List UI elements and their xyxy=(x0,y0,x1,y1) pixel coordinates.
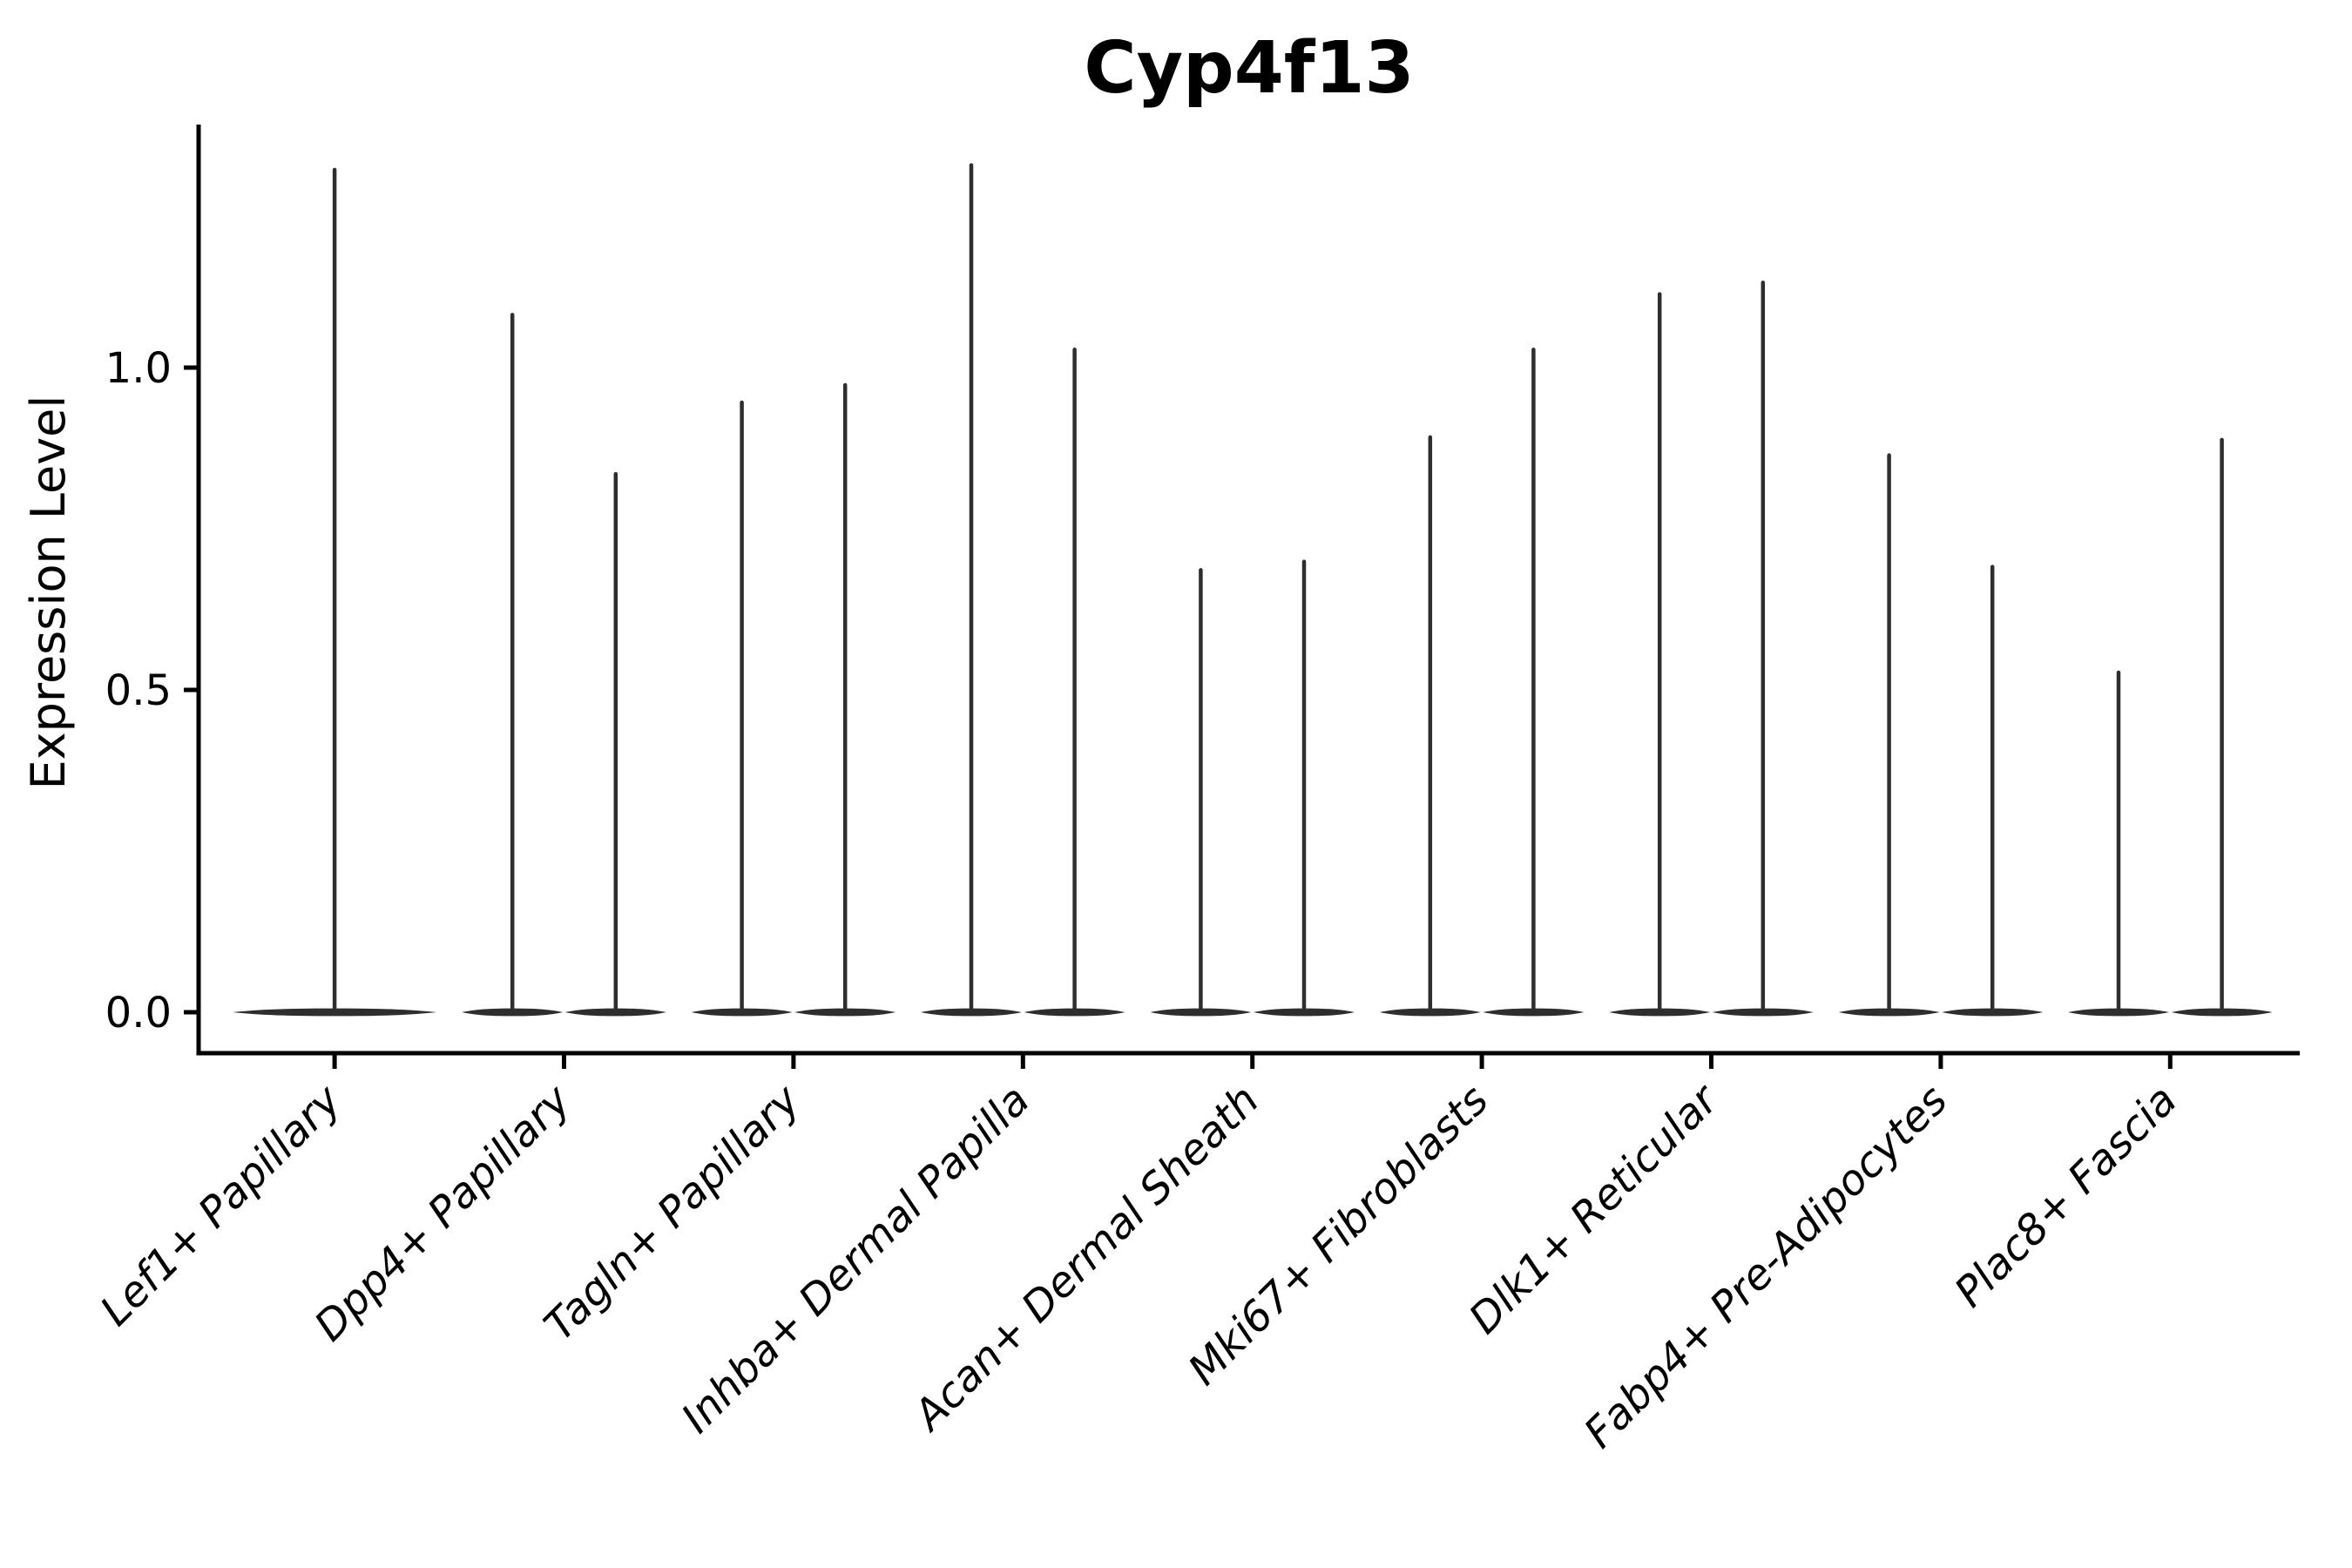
y-tick-label: 0.0 xyxy=(105,989,172,1037)
x-tick-label: Dlk1+ Reticular xyxy=(1460,1074,1730,1344)
x-tick-label: Tagln+ Papillary xyxy=(535,1075,810,1350)
x-tick-label: Dpp4+ Papillary xyxy=(305,1075,580,1350)
x-tick-label: Plac8+ Fascia xyxy=(1945,1076,2186,1317)
x-tick-label: Lef1+ Papillary xyxy=(91,1075,351,1335)
chart-title: Cyp4f13 xyxy=(1084,27,1415,110)
y-tick-label: 0.5 xyxy=(105,666,172,715)
y-tick-label: 1.0 xyxy=(105,344,172,393)
x-tick-label: Fabp4+ Pre-Adipocytes xyxy=(1575,1076,1957,1458)
